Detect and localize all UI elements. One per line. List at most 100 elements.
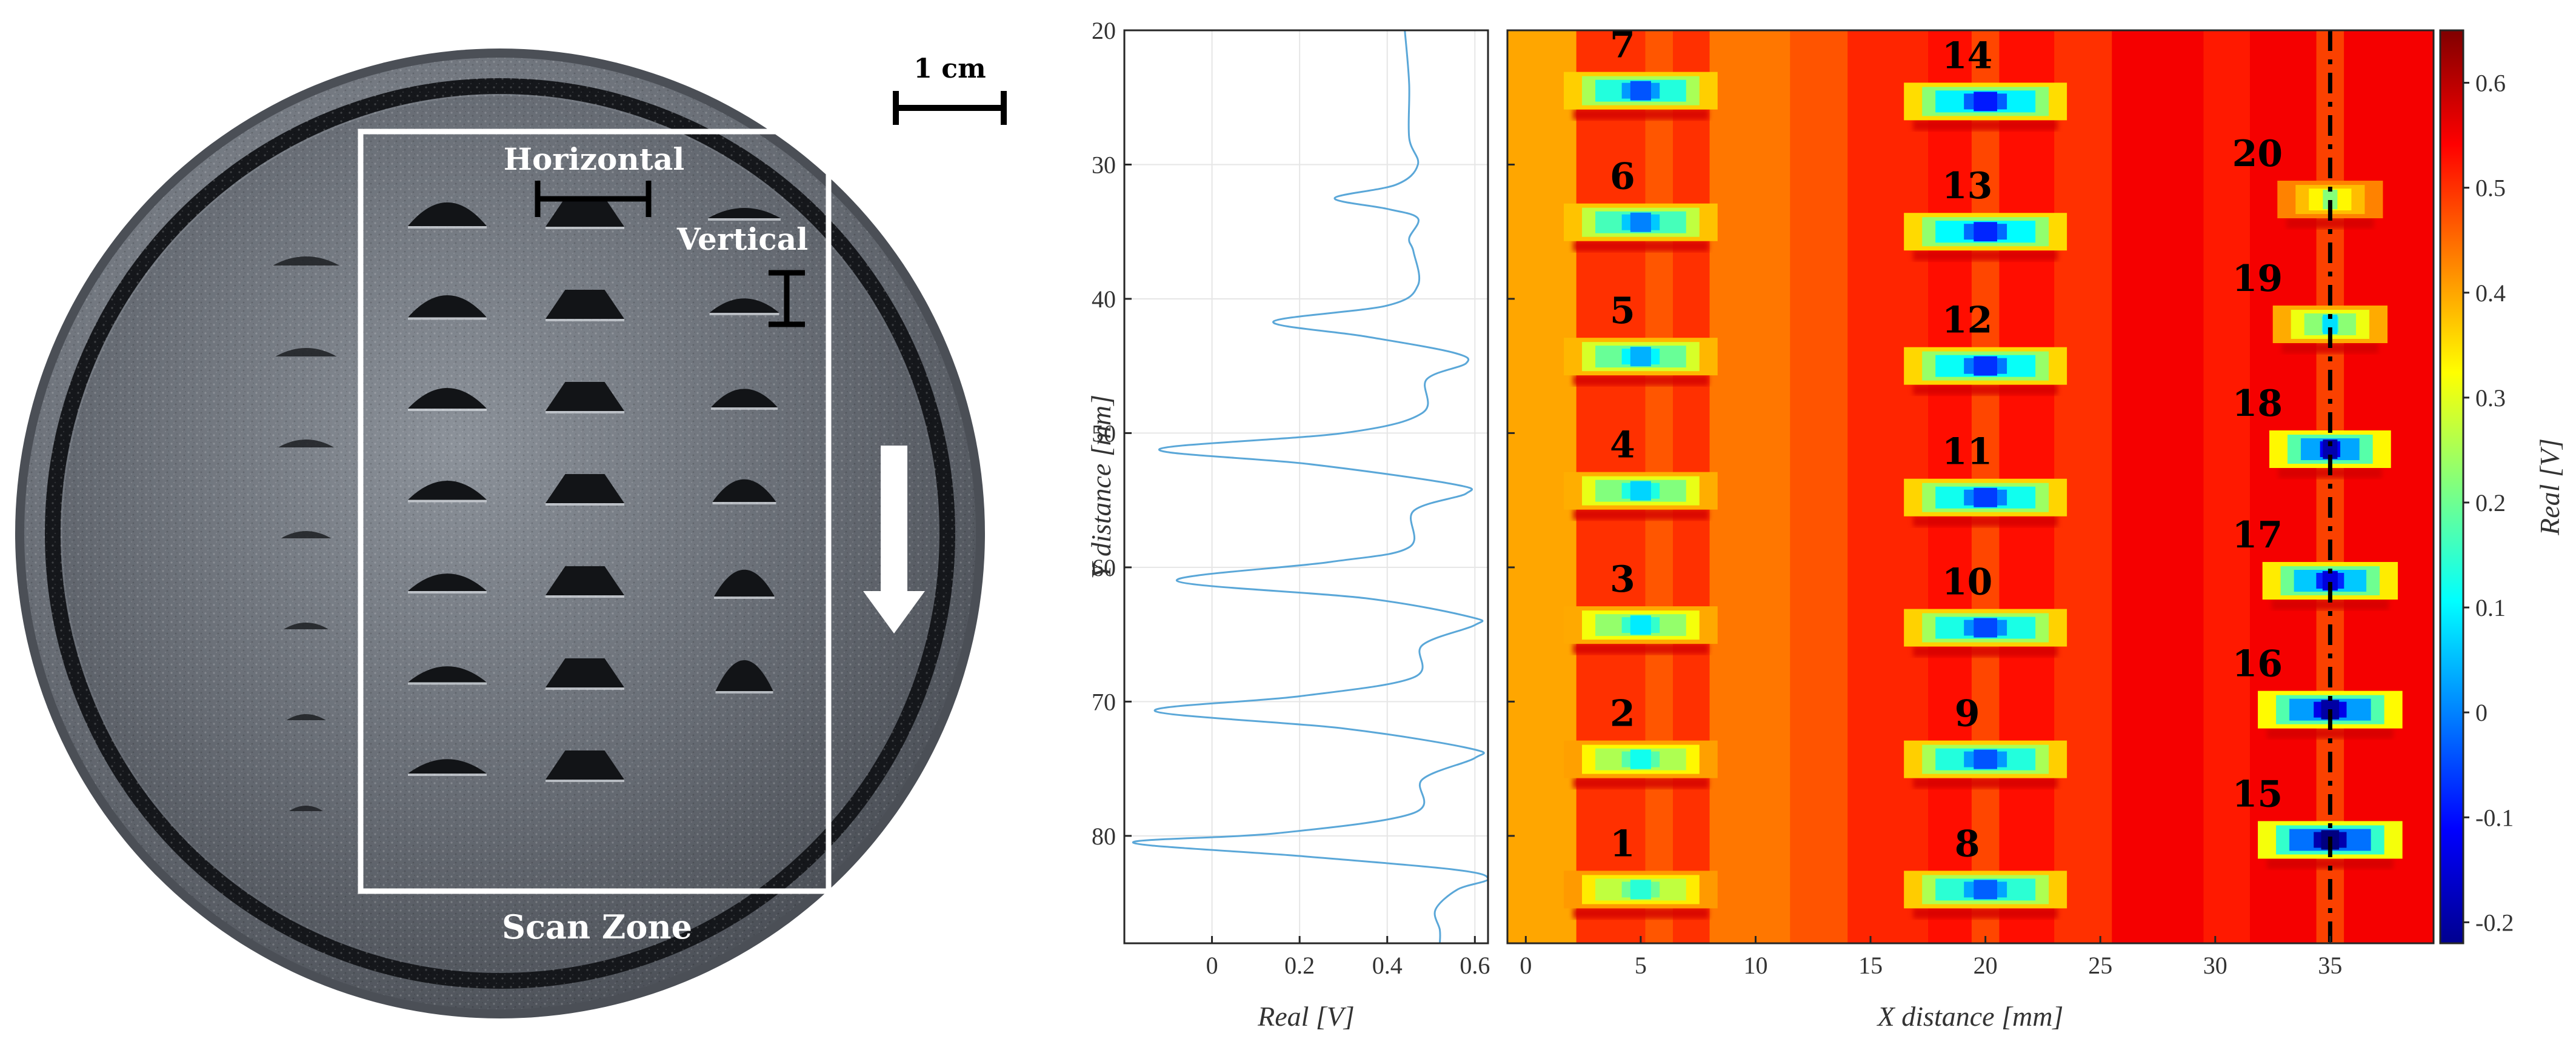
profile-x-tick-label: 0 [1206,952,1218,979]
defect-shadow [2271,599,2389,610]
profile-y-tick-label: 80 [1092,823,1116,850]
colorbar-tick-label: 0.1 [2475,594,2506,621]
colorbar-tick-label: -0.1 [2475,804,2514,831]
heatmap-defect [1904,740,2067,789]
defect-label: 18 [2232,383,2283,425]
defect-shadow [1573,509,1709,520]
photo-notch [408,481,487,500]
photo-notch-outer [273,256,339,266]
photo-notch [546,750,624,780]
horizontal-marker [535,181,652,217]
defect-shadow [1913,777,2058,789]
colorbar-tick-label: 0.5 [2475,175,2506,202]
heatmap-x-tick-label: 10 [1743,952,1767,979]
colorbar-tick-label: 0.6 [2475,70,2506,97]
defect-core [1630,81,1651,101]
scale-bar-label: 1 cm [913,53,986,84]
defect-core [1974,487,1997,507]
horizontal-label: Horizontal [504,141,685,177]
heatmap-defect [1904,609,2067,657]
profile-y-tick-label: 50 [1092,420,1116,447]
colorbar-tick-label: 0 [2475,699,2488,726]
profile-y-tick-label: 20 [1092,17,1116,44]
colorbar-label: Real [V] [2534,438,2565,536]
defect-shadow [1913,646,2058,657]
defect-core [1974,749,1997,769]
defect-label: 20 [2232,133,2283,175]
defect-label: 1 [1610,823,1635,865]
defect-label: 17 [2232,514,2283,557]
defect-shadow [1913,384,2058,395]
colorbar-ticks: -0.2 -0.1 0 0.1 0.2 0.3 0.4 0.5 0.6 [2463,70,2514,936]
photo-notch [546,566,624,595]
defect-core [1974,92,1997,112]
profile-plot-area [1124,30,1488,943]
defect-shadow [1573,777,1709,789]
defect-core [1630,481,1651,501]
heatmap-x-tick-label: 30 [2203,952,2227,979]
defect-label: 9 [1955,693,1980,735]
defect-core [1630,347,1651,367]
defect-shadow [1913,250,2058,261]
vertical-label: Vertical [676,221,808,257]
photo-notch [711,389,778,407]
defect-core [1974,618,1997,638]
defect-shadow [2281,343,2379,354]
defect-label: 4 [1610,424,1635,467]
scale-bar [893,91,1007,125]
heatmap-column-band [2203,30,2250,943]
colorbar-tick-label: 0.4 [2475,279,2506,307]
heatmap-defects [1564,72,2403,919]
photo-notch [408,573,487,591]
defect-shadow [1573,908,1709,919]
photo-defect-notches [273,198,781,811]
defect-core [1630,749,1651,769]
heatmap-defect [1564,72,1718,120]
defect-shadow [1913,908,2058,919]
photo-notch [408,388,487,409]
photo-notch [712,479,776,502]
photo-notch [408,759,487,774]
heatmap-ticks: 0 5 10 15 20 25 30 35 [1507,29,2342,979]
scan-zone-box [358,129,832,894]
heatmap-x-tick-label: 35 [2318,952,2342,979]
defect-label: 14 [1942,35,1993,77]
heatmap-defect [2262,562,2398,610]
photo-notch-outer [286,714,326,720]
defect-core [1974,222,1997,242]
defect-shadow [2267,858,2394,869]
heatmap-x-tick-label: 25 [2088,952,2112,979]
photo-notch [546,198,624,227]
profile-x-tick-label: 0.2 [1284,952,1315,979]
photo-notch [546,290,624,319]
defect-shadow [2286,218,2374,229]
photo-notch [546,658,624,687]
photo-notch [408,666,487,683]
profile-y-tick-label: 30 [1092,151,1116,178]
heatmap-defect [1564,338,1718,386]
defect-label: 8 [1955,823,1980,865]
defect-shadow [2267,727,2394,739]
photo-notch [546,474,624,503]
colorbar-tick-label: 0.3 [2475,384,2506,412]
heatmap-x-tick-label: 20 [1974,952,1998,979]
profile-y-tick-label: 60 [1092,554,1116,581]
heatmap-defect [1904,871,2067,919]
profile-y-axis-label: Y distance [mm] [1086,395,1116,579]
heatmap-defect [1564,472,1718,520]
profile-x-tick-label: 0.4 [1372,952,1403,979]
heatmap-defect [1564,740,1718,789]
scan-zone-label: Scan Zone [502,908,692,946]
defect-label: 2 [1610,693,1635,735]
heatmap-defect [1564,606,1718,655]
heatmap-x-axis-label: X distance [mm] [1877,1001,2064,1032]
heatmap-defect [1564,203,1718,252]
specimen-photo: 1 cm Horizontal Vertical Scan Zone [15,48,1007,1018]
profile-x-tick-label: 0.6 [1460,952,1490,979]
photo-notch-outer [275,348,337,356]
profile-plot: 0 0.2 0.4 0.6 20 30 40 50 60 70 80 Real [V] Y dist… [1086,17,1490,1032]
heatmap-defect [1904,347,2067,395]
